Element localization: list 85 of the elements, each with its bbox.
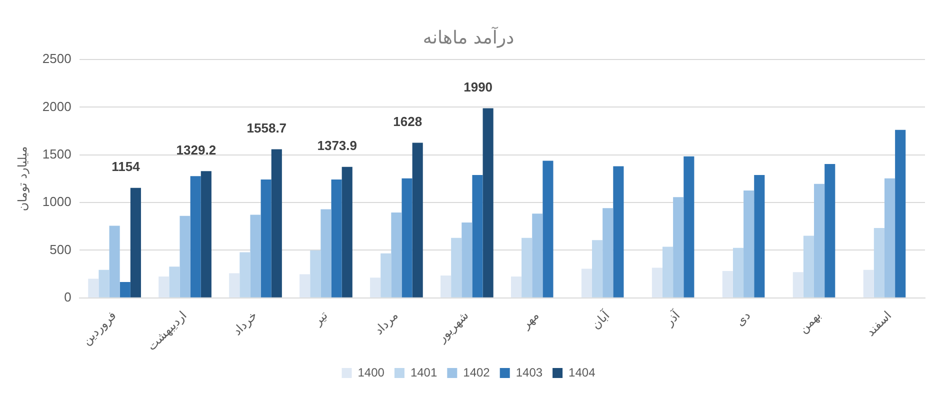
x-tick-label: آذر bbox=[661, 307, 684, 330]
bar bbox=[250, 214, 261, 298]
bar bbox=[884, 178, 896, 298]
x-tick-label: مهر bbox=[518, 308, 542, 332]
bar bbox=[158, 276, 170, 298]
legend-label: 1402 bbox=[463, 365, 490, 380]
bar bbox=[331, 179, 342, 298]
bar bbox=[732, 248, 744, 298]
bar bbox=[602, 208, 614, 298]
bar bbox=[200, 171, 212, 298]
bar bbox=[310, 250, 321, 298]
bar bbox=[88, 278, 99, 298]
data-label: 1558.7 bbox=[246, 120, 287, 136]
x-tick-label: تیر bbox=[310, 308, 330, 329]
bar bbox=[814, 184, 825, 298]
bar bbox=[863, 270, 874, 298]
bar bbox=[482, 108, 494, 298]
data-label: 1329.2 bbox=[176, 142, 216, 158]
bar bbox=[180, 216, 190, 298]
bar bbox=[652, 268, 662, 298]
data-label: 1990 bbox=[464, 79, 493, 94]
chart-title: درآمد ماهانه bbox=[422, 26, 514, 48]
y-tick-label: 1000 bbox=[42, 194, 72, 210]
bar bbox=[98, 270, 110, 298]
x-tick-label: آبان bbox=[588, 307, 613, 332]
x-tick-label: مرداد bbox=[372, 308, 401, 338]
bar bbox=[722, 270, 733, 298]
bar bbox=[370, 278, 381, 298]
bar bbox=[754, 175, 765, 298]
x-tick-label: شهریور bbox=[434, 308, 472, 346]
bar bbox=[532, 214, 543, 298]
bar bbox=[260, 179, 272, 298]
bar bbox=[673, 197, 684, 298]
bar bbox=[342, 166, 352, 298]
bar bbox=[592, 240, 603, 298]
x-tick-label: بهمن bbox=[796, 308, 824, 336]
bar bbox=[744, 190, 754, 298]
y-tick-label: 2500 bbox=[42, 51, 72, 66]
bar bbox=[380, 253, 392, 298]
x-tick-label: فروردین bbox=[79, 308, 119, 348]
legend-label: 1403 bbox=[516, 365, 543, 380]
legend-label: 1404 bbox=[568, 365, 596, 380]
bar bbox=[229, 273, 240, 298]
bar bbox=[271, 149, 282, 298]
y-axis-title: میلیارد تومان bbox=[15, 146, 30, 212]
x-tick-label: اسفند bbox=[863, 308, 894, 340]
bar bbox=[391, 212, 402, 298]
bar bbox=[240, 252, 250, 298]
bar bbox=[300, 274, 310, 298]
bar bbox=[472, 175, 483, 298]
data-label: 1628 bbox=[393, 114, 422, 129]
x-tick-label: دی bbox=[732, 308, 754, 329]
bar bbox=[792, 272, 804, 298]
bar bbox=[462, 222, 472, 298]
bar bbox=[803, 236, 814, 298]
bar bbox=[120, 282, 130, 298]
bar bbox=[130, 188, 141, 298]
bar bbox=[874, 228, 884, 298]
bar bbox=[684, 156, 694, 298]
legend-label: 1400 bbox=[358, 365, 385, 380]
bar bbox=[451, 238, 462, 298]
bar bbox=[190, 176, 201, 298]
legend-label: 1401 bbox=[410, 365, 438, 380]
bar bbox=[522, 238, 532, 298]
data-label: 1373.9 bbox=[317, 138, 357, 153]
bar bbox=[169, 266, 180, 298]
bar bbox=[109, 226, 120, 298]
bar bbox=[895, 130, 906, 298]
x-tick-label: خرداد bbox=[230, 308, 260, 338]
bar bbox=[581, 268, 592, 298]
bar bbox=[510, 276, 522, 298]
y-tick-label: 0 bbox=[64, 289, 72, 304]
bar bbox=[440, 275, 452, 298]
y-tick-label: 1500 bbox=[42, 146, 72, 162]
bar bbox=[542, 160, 554, 298]
y-tick-label: 500 bbox=[50, 242, 72, 257]
bar bbox=[412, 142, 423, 298]
y-tick-label: 2000 bbox=[42, 98, 72, 114]
x-tick-label: اردیبهشت bbox=[144, 308, 190, 354]
bar bbox=[320, 209, 332, 298]
data-label: 1154 bbox=[112, 158, 141, 174]
bar bbox=[613, 166, 624, 298]
bar bbox=[662, 246, 674, 298]
bar bbox=[402, 178, 412, 298]
bar bbox=[824, 164, 836, 298]
